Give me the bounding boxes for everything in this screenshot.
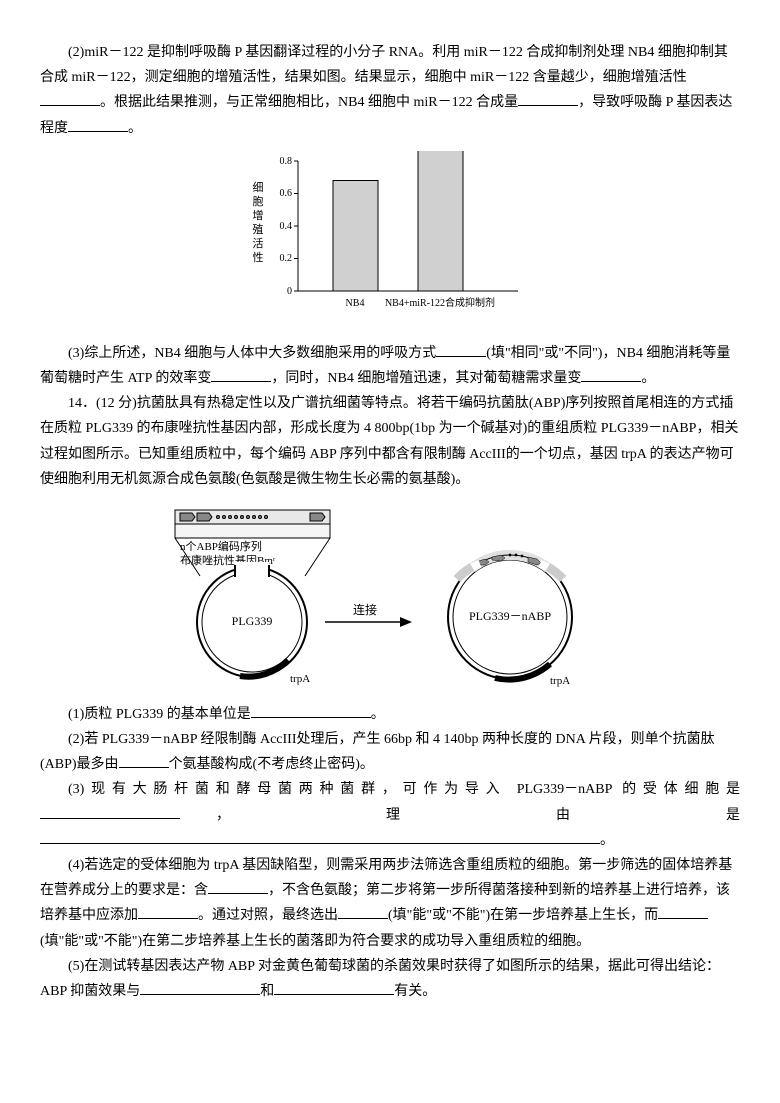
svg-text:0.4: 0.4 [280, 221, 293, 232]
y-axis-label: 细 胞 增 殖 活 性 [253, 181, 264, 264]
q2-prefix: (2)miR－122 是抑制呼吸酶 P 基因翻译过程的小分子 RNA。利用 mi… [40, 45, 728, 85]
q14-3-blank1 [40, 804, 180, 819]
q3-blank2 [211, 367, 271, 382]
q14-5-blank2 [274, 980, 394, 995]
q14-3: (3)现有大肠杆菌和酵母菌两种菌群，可作为导入 PLG339－nABP 的受体细… [40, 777, 740, 802]
svg-text:0: 0 [287, 286, 292, 297]
svg-text:PLG339: PLG339 [232, 614, 273, 628]
q14-4-m2: 。通过对照，最终选出 [198, 908, 338, 923]
q14-3c: 。 [40, 828, 740, 853]
q14-4-blank4 [658, 904, 708, 919]
q14-5-blank1 [140, 980, 260, 995]
svg-text:n个ABP编码序列: n个ABP编码序列 [180, 539, 262, 553]
q14-4-m4: (填"能"或"不能")在第二步培养基上生长的菌落即为符合要求的成功导入重组质粒的… [40, 934, 590, 949]
plasmid-right: PLG339－nABP trpA [448, 554, 572, 687]
q14-intro: 14．(12 分)抗菌肽具有热稳定性以及广谱抗细菌等特点。将若干编码抗菌肽(AB… [40, 391, 740, 492]
svg-text:0.8: 0.8 [280, 156, 293, 167]
q14-5: (5)在测试转基因表达产物 ABP 对金黄色葡萄球菌的杀菌效果时获得了如图所示的… [40, 954, 740, 1004]
q14-4-blank1 [208, 879, 268, 894]
q14-4: (4)若选定的受体细胞为 trpA 基因缺陷型，则需采用两步法筛选含重组质粒的细… [40, 853, 740, 954]
q2-blank3 [68, 117, 128, 132]
q3-blank1 [436, 342, 486, 357]
q2-blank2 [518, 91, 578, 106]
q14-1-blank [251, 703, 371, 718]
q2-blank1 [40, 91, 100, 106]
ligation-arrow: 连接 [325, 602, 412, 627]
q14-3-m1: ， [180, 808, 266, 823]
q3-text: (3)综上所述，NB4 细胞与人体中大多数细胞采用的呼吸方式(填"相同"或"不同… [40, 341, 740, 391]
q3-prefix: (3)综上所述，NB4 细胞与人体中大多数细胞采用的呼吸方式 [68, 346, 436, 361]
q14-2-end: 个氨基酸构成(不考虑终止密码)。 [169, 757, 374, 772]
svg-text:细: 细 [253, 181, 264, 194]
plasmid-left: PLG339 trpA [197, 562, 310, 685]
svg-text:PLG339－nABP: PLG339－nABP [469, 609, 551, 623]
q2-m1: 。根据此结果推测，与正常细胞相比，NB4 细胞中 miR－122 合成量 [100, 95, 518, 110]
q3-blank3 [581, 367, 641, 382]
bar1-label: NB4 [346, 298, 365, 309]
q14-4-m3: (填"能"或"不能")在第一步培养基上生长，而 [388, 908, 658, 923]
y-ticks: 0 0.2 0.4 0.6 0.8 [280, 156, 299, 297]
q14-5-end: 有关。 [394, 984, 436, 999]
bar-nb4 [333, 180, 378, 291]
q14-3-prefix: (3)现有大肠杆菌和酵母菌两种菌群，可作为导入 PLG339－nABP 的受体细… [68, 782, 740, 797]
q14-4-blank2 [138, 904, 198, 919]
q14-1-end: 。 [371, 707, 385, 722]
q14-4-blank3 [338, 904, 388, 919]
q14-3-end: 。 [600, 833, 614, 848]
q14-3-blank2 [40, 829, 600, 844]
q3-m2: ，同时，NB4 细胞增殖迅速，其对葡萄糖需求量变 [271, 371, 581, 386]
svg-text:性: 性 [253, 250, 264, 264]
bar-chart: 0 0.2 0.4 0.6 0.8 NB4 NB4+miR-122合成抑制剂 细… [40, 151, 740, 331]
svg-text:连接: 连接 [353, 602, 377, 617]
svg-text:增: 增 [253, 208, 264, 222]
svg-text:胞: 胞 [253, 195, 264, 208]
q14-2-blank [119, 753, 169, 768]
svg-text:活: 活 [253, 237, 264, 250]
bar2-label: NB4+miR-122合成抑制剂 [385, 296, 495, 309]
svg-text:0.2: 0.2 [280, 253, 293, 264]
q2-end: 。 [128, 121, 142, 136]
q3-end: 。 [641, 371, 655, 386]
bar-nb4-inhibitor [418, 151, 463, 291]
svg-text:0.6: 0.6 [280, 188, 293, 199]
q14-1-prefix: (1)质粒 PLG339 的基本单位是 [68, 707, 251, 722]
svg-text:trpA: trpA [290, 673, 310, 685]
q14-5-m1: 和 [260, 984, 274, 999]
svg-text:trpA: trpA [550, 675, 570, 687]
q14-3b: ， 理 由 是 [40, 803, 740, 828]
svg-text:殖: 殖 [253, 223, 264, 236]
plasmid-diagram: n个ABP编码序列 布康唑抗性基因Bmʳ PLG339 trpA 连接 PLG3… [40, 502, 740, 692]
q2-text: (2)miR－122 是抑制呼吸酶 P 基因翻译过程的小分子 RNA。利用 mi… [40, 40, 740, 141]
q14-1: (1)质粒 PLG339 的基本单位是 。 [40, 702, 740, 727]
q14-2: (2)若 PLG339－nABP 经限制酶 AccIII处理后，产生 66bp … [40, 727, 740, 777]
